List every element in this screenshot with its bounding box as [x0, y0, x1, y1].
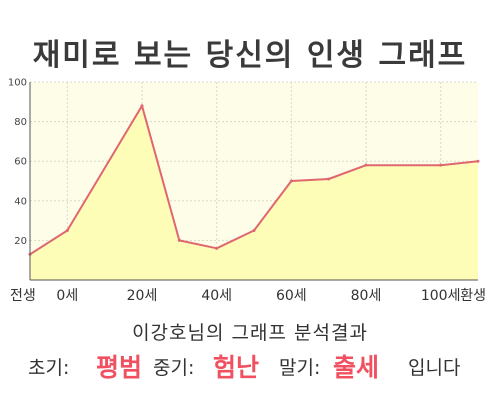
x-tick-label: 40세 — [201, 288, 232, 304]
x-tick-label: 60세 — [276, 288, 307, 304]
y-tick-label: 100 — [8, 78, 27, 89]
series-area — [30, 105, 478, 280]
mid-value: 험난 — [213, 353, 260, 382]
y-tick-label: 60 — [14, 157, 27, 168]
data-point — [476, 159, 480, 163]
x-tick-label: 100세 — [421, 288, 461, 304]
y-tick-label: 20 — [14, 236, 27, 247]
y-tick-label: 40 — [14, 196, 27, 207]
x-tick-label: 0세 — [56, 288, 78, 304]
result-ending: 입니다 — [408, 357, 461, 379]
analysis-result: 초기: 평범 중기: 험난 말기: 출세 입니다 — [0, 345, 500, 385]
x-tick-label: 전생 — [10, 288, 36, 304]
early-label: 초기: — [28, 357, 70, 379]
data-point — [439, 163, 443, 167]
data-point — [140, 104, 144, 108]
data-point — [364, 163, 368, 167]
data-point — [215, 246, 219, 250]
page-title: 재미로 보는 당신의 인생 그래프 — [32, 38, 468, 73]
y-tick-label: 80 — [14, 117, 27, 128]
life-graph-chart: 20 40 60 80 100 전생 0세 20세 40세 60세 80세 100세 환생 — [8, 78, 486, 305]
x-tick-label: 환생 — [460, 288, 486, 304]
x-tick-label: 20세 — [127, 288, 158, 304]
late-value: 출세 — [333, 353, 380, 382]
late-label: 말기: — [279, 357, 321, 379]
mid-label: 중기: — [153, 357, 195, 379]
data-point — [177, 238, 181, 242]
early-value: 평범 — [96, 353, 143, 382]
data-point — [327, 177, 331, 181]
data-point — [252, 229, 256, 232]
x-tick-label: 80세 — [351, 288, 382, 304]
analysis-summary: 이강호님의 그래프 분석결과 — [132, 322, 368, 344]
data-point — [65, 229, 69, 232]
data-point — [289, 179, 293, 183]
